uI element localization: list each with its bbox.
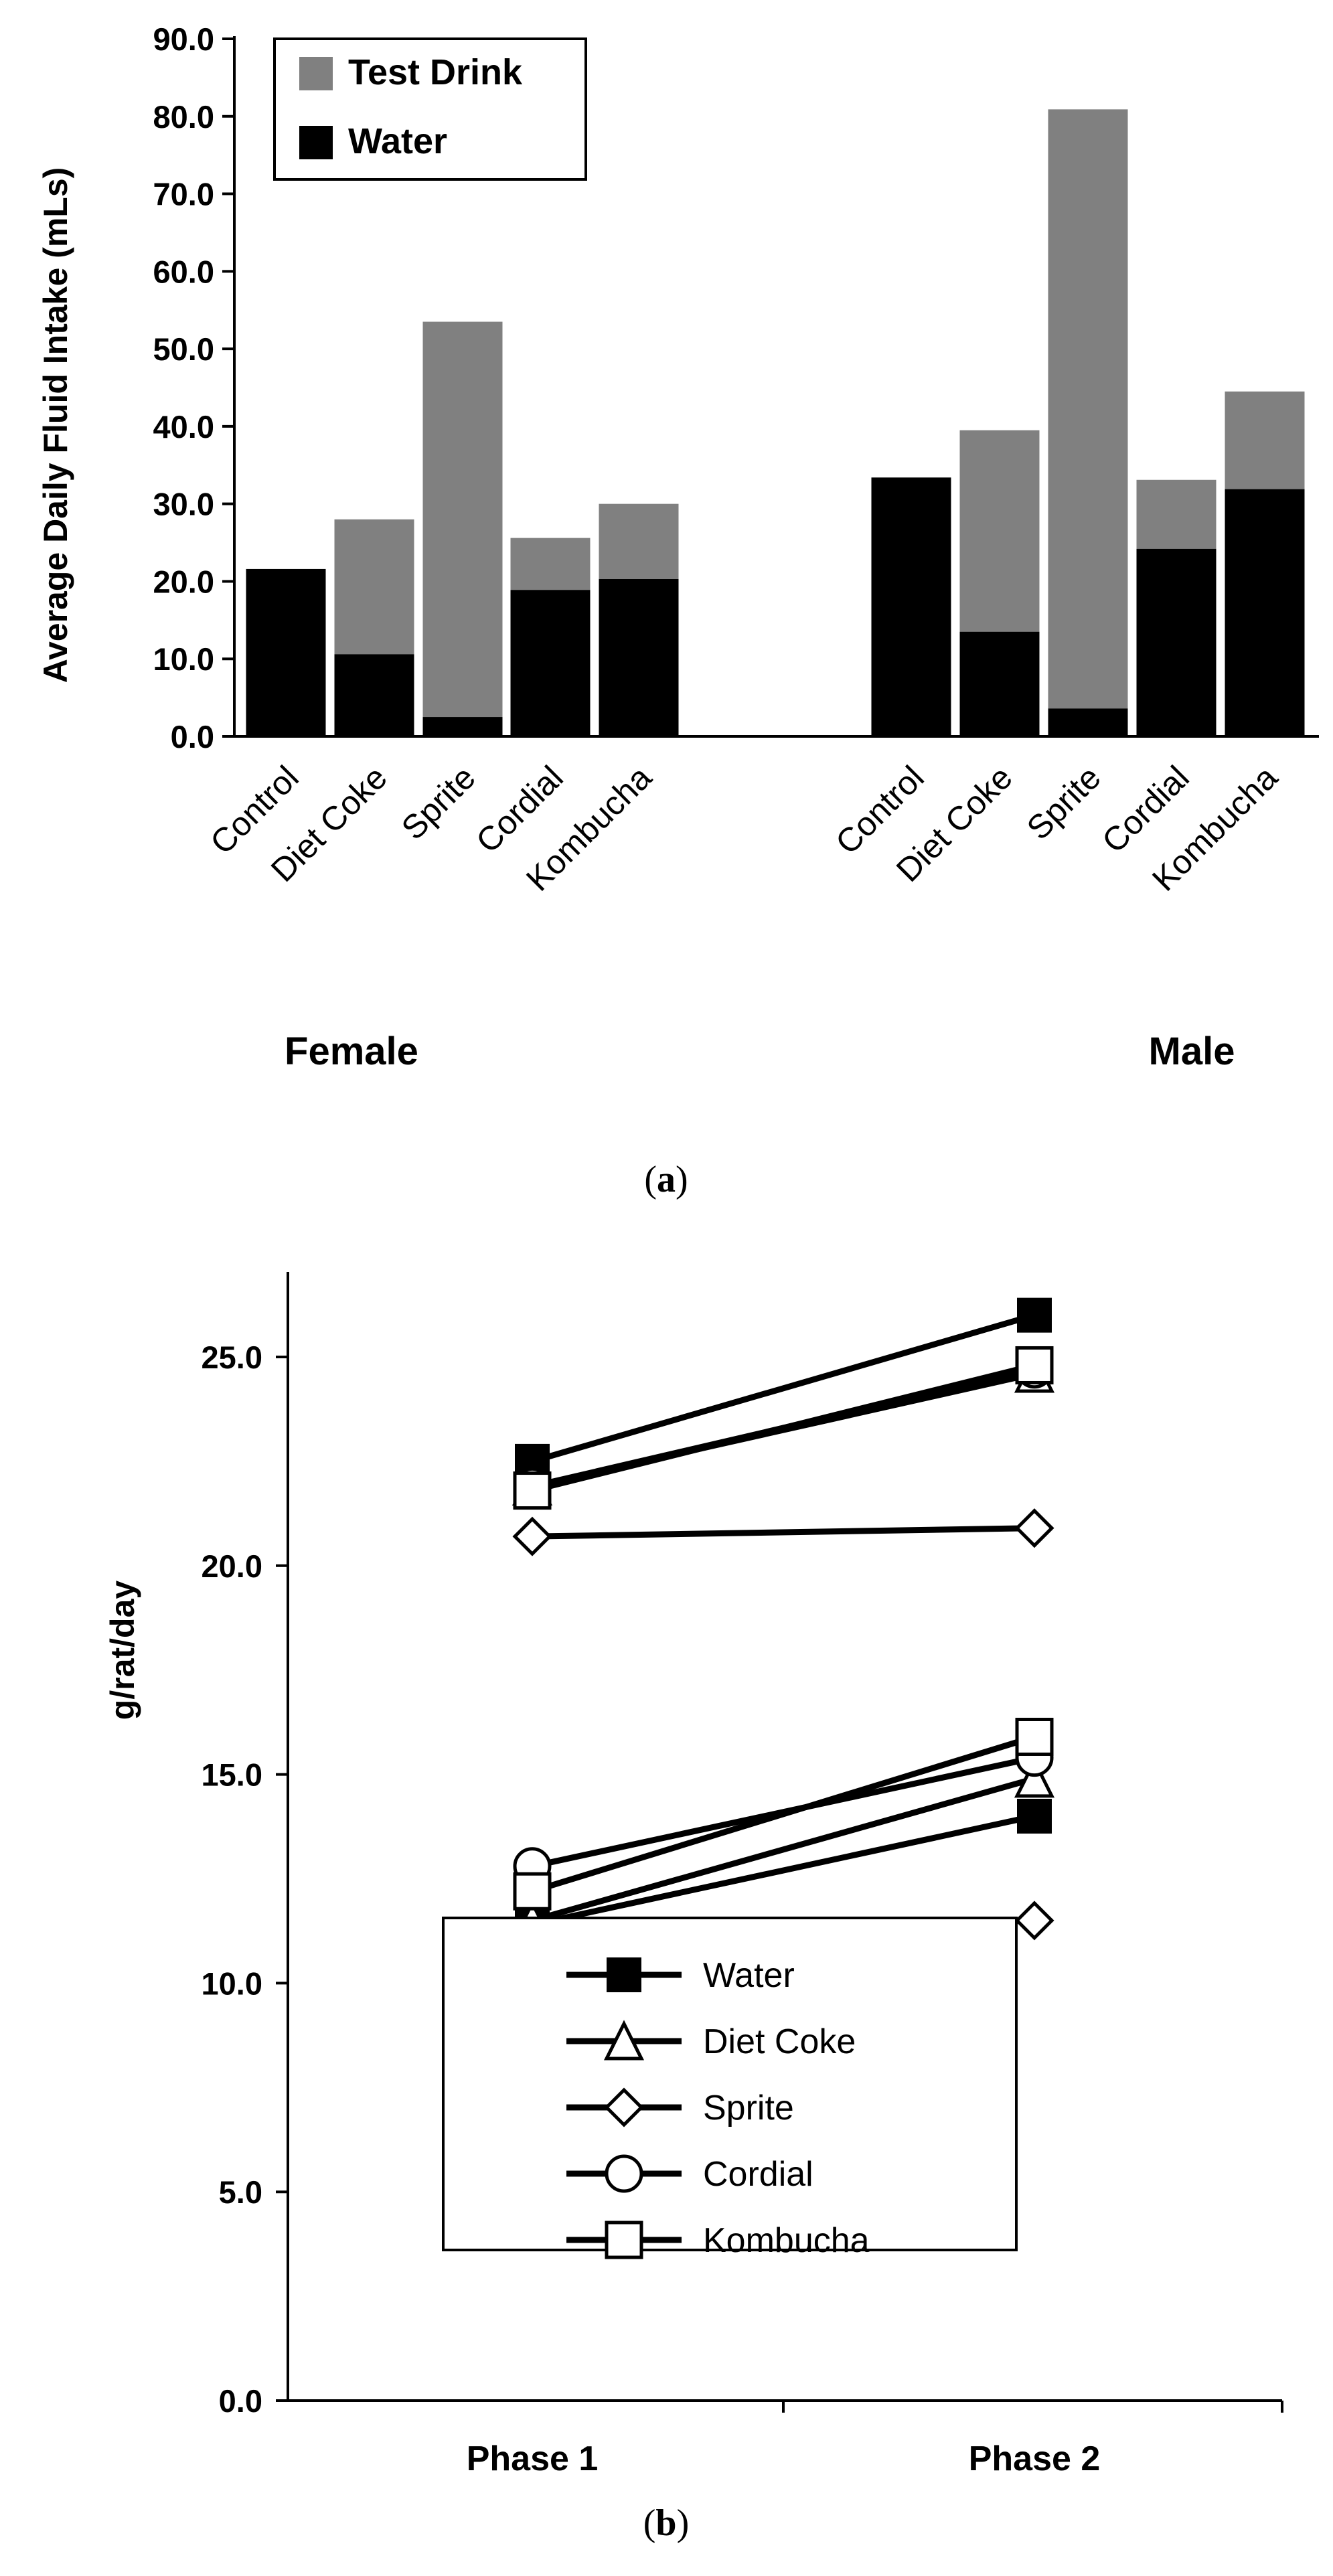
point-kombucha-phase-1 bbox=[513, 1872, 552, 1911]
point-sprite-phase-2 bbox=[1014, 1508, 1054, 1548]
bar-water-male-cordial bbox=[1136, 548, 1217, 736]
bar-test-drink-female-cordial bbox=[510, 538, 591, 590]
bar-water-male-diet-coke bbox=[959, 631, 1040, 736]
line-kombucha bbox=[531, 1362, 1036, 1494]
panel-label-b-letter: b bbox=[655, 2502, 676, 2544]
point-diet-coke-phase-2 bbox=[1014, 1757, 1055, 1798]
chart-b-y-tick-label: 0.0 bbox=[219, 2383, 262, 2419]
panel-label-b: (b) bbox=[643, 2502, 689, 2544]
legend-label-water: Water bbox=[703, 1956, 795, 1995]
chart-b: g/rat/day 0.0 5.0 10.0 15.0 20.0 25.0 Phase 1… bbox=[104, 1272, 1283, 2544]
legend-marker-diet-coke bbox=[603, 2020, 645, 2061]
bar-test-drink-female-diet-coke bbox=[334, 519, 414, 655]
legend-label-diet-coke: Diet Coke bbox=[703, 2022, 856, 2061]
chart-a-y-tick-label: 20.0 bbox=[153, 564, 214, 599]
chart-b-legend: Water Diet Coke Sprite Cordial Kombucha bbox=[442, 1917, 1018, 2260]
legend-swatch-water bbox=[299, 126, 333, 159]
bar-water-female-sprite bbox=[422, 717, 503, 736]
line-sprite bbox=[532, 1525, 1035, 1540]
chart-a-y-tick-label: 60.0 bbox=[153, 254, 214, 289]
legend-marker-kombucha bbox=[605, 2221, 643, 2259]
bar-water-male-control bbox=[871, 477, 951, 736]
chart-a-axes bbox=[233, 36, 1319, 738]
chart-b-lines bbox=[531, 1312, 1036, 1932]
line-kombucha bbox=[531, 1734, 1036, 1895]
line-water bbox=[531, 1312, 1036, 1465]
bar-water-male-kombucha bbox=[1225, 489, 1305, 736]
point-kombucha-phase-2 bbox=[1015, 1346, 1054, 1384]
chart-b-y-axis-label: g/rat/day bbox=[104, 1581, 141, 1720]
chart-a-y-tick-label: 70.0 bbox=[153, 177, 214, 212]
chart-a-y-tick-label: 0.0 bbox=[171, 719, 214, 754]
chart-a-group-label: Male bbox=[1149, 1030, 1235, 1073]
legend-swatch-test-drink bbox=[299, 57, 333, 90]
chart-b-x-tick-label: Phase 1 bbox=[467, 2439, 599, 2478]
legend-label-kombucha: Kombucha bbox=[703, 2221, 870, 2260]
panel-label-a: (a) bbox=[644, 1159, 688, 1200]
chart-a-y-tick-label: 80.0 bbox=[153, 99, 214, 135]
point-sprite-phase-1 bbox=[512, 1516, 552, 1556]
chart-a-y-tick-label: 90.0 bbox=[153, 21, 214, 57]
chart-a-bars bbox=[246, 109, 1305, 736]
chart-b-x-tick-label: Phase 2 bbox=[969, 2439, 1101, 2478]
chart-b-y-tick-label: 10.0 bbox=[202, 1965, 262, 2001]
legend-marker-cordial bbox=[605, 2154, 643, 2193]
bar-test-drink-male-sprite bbox=[1048, 109, 1128, 709]
bar-test-drink-male-cordial bbox=[1136, 479, 1217, 549]
bar-test-drink-male-diet-coke bbox=[959, 430, 1040, 632]
point-water-phase-2 bbox=[1017, 1798, 1052, 1834]
chart-b-axes bbox=[287, 1272, 1283, 2413]
legend-marker-water bbox=[607, 1957, 641, 1992]
chart-b-y-ticks: 0.0 5.0 10.0 15.0 20.0 25.0 bbox=[202, 1340, 288, 2419]
bar-test-drink-female-kombucha bbox=[599, 503, 679, 579]
chart-a-y-axis-label: Average Daily Fluid Intake (mLs) bbox=[37, 167, 74, 683]
chart-a-y-ticks: 0.0 10.0 20.0 30.0 40.0 50.0 60.0 70.0 80.0 90.0 bbox=[153, 21, 234, 754]
chart-a-legend: Test Drink Water bbox=[273, 37, 587, 181]
chart-a-y-tick-label: 30.0 bbox=[153, 487, 214, 522]
chart-b-x-ticks: Phase 1 Phase 2 bbox=[467, 2439, 1101, 2478]
chart-a-y-tick-label: 40.0 bbox=[153, 409, 214, 445]
point-sprite-phase-2 bbox=[1014, 1901, 1054, 1941]
legend-label-water: Water bbox=[348, 121, 447, 161]
chart-a-group-labels: Female Male bbox=[285, 1030, 1235, 1073]
legend-marker-sprite bbox=[604, 2087, 644, 2127]
chart-a-y-tick-label: 50.0 bbox=[153, 331, 214, 367]
chart-a-group-label: Female bbox=[285, 1030, 418, 1073]
legend-label-cordial: Cordial bbox=[703, 2155, 813, 2194]
line-water bbox=[532, 1813, 1035, 1928]
chart-a: Average Daily Fluid Intake (mLs) 0.0 10.0… bbox=[37, 21, 1319, 1200]
point-water-phase-2 bbox=[1017, 1297, 1052, 1333]
chart-b-y-tick-label: 20.0 bbox=[202, 1548, 262, 1584]
chart-a-y-tick-label: 10.0 bbox=[153, 641, 214, 677]
chart-b-legend-box bbox=[442, 1917, 1018, 2251]
chart-b-y-tick-label: 5.0 bbox=[219, 2174, 262, 2210]
bar-water-female-diet-coke bbox=[334, 654, 414, 736]
bar-water-male-sprite bbox=[1048, 708, 1128, 736]
line-diet-coke bbox=[531, 1775, 1036, 1924]
point-kombucha-phase-2 bbox=[1015, 1717, 1054, 1756]
chart-b-y-tick-label: 15.0 bbox=[202, 1757, 262, 1793]
point-kombucha-phase-1 bbox=[513, 1471, 552, 1510]
bar-water-female-kombucha bbox=[599, 578, 679, 736]
chart-b-y-tick-label: 25.0 bbox=[202, 1340, 262, 1375]
bar-water-female-control bbox=[246, 568, 326, 736]
bar-test-drink-male-kombucha bbox=[1225, 391, 1305, 489]
bar-water-female-cordial bbox=[510, 590, 591, 736]
bar-test-drink-female-sprite bbox=[422, 321, 503, 718]
legend-label-test-drink: Test Drink bbox=[348, 52, 523, 92]
panel-label-a-letter: a bbox=[657, 1159, 676, 1200]
legend-label-sprite: Sprite bbox=[703, 2089, 794, 2127]
